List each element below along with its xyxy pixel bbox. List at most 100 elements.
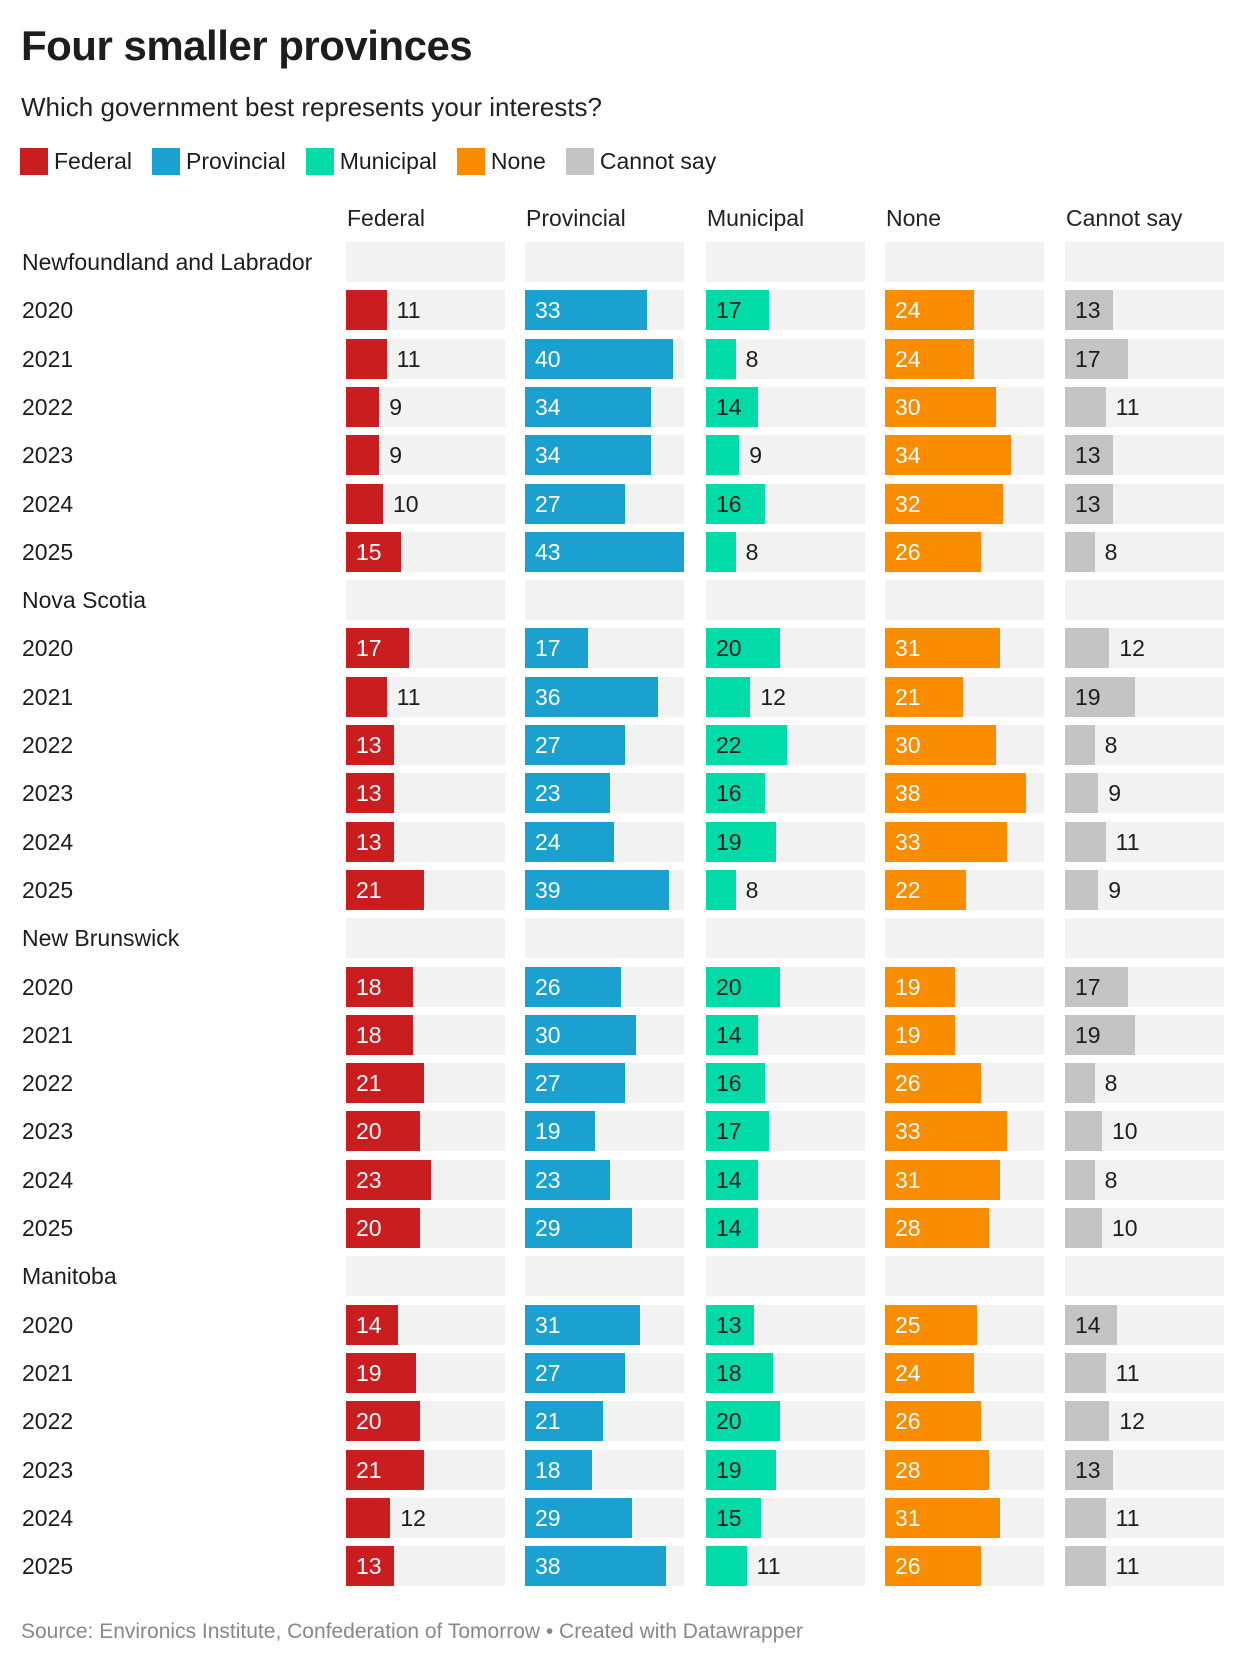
data-label: 9 [389, 442, 403, 469]
bar [885, 676, 963, 717]
bar-track: 27 [525, 1063, 684, 1104]
bar [706, 869, 736, 910]
data-label: 13 [356, 732, 382, 758]
bar [346, 773, 395, 814]
bar-track: 26 [885, 1401, 1044, 1442]
bar [346, 676, 387, 717]
data-label: 36 [535, 683, 561, 710]
data-label: 14 [716, 1166, 742, 1193]
bar-track: 10 [1065, 1208, 1224, 1248]
bar [346, 821, 395, 862]
bar-track: 20 [706, 966, 865, 1007]
bar-track: 11 [346, 676, 505, 717]
bar [346, 435, 380, 476]
bar-track: 19 [1065, 676, 1224, 717]
bar-track: 12 [706, 676, 865, 717]
bar [706, 725, 788, 765]
bar [706, 966, 780, 1007]
data-label: 16 [716, 780, 742, 807]
data-label: 28 [895, 1456, 921, 1483]
data-label: 8 [745, 345, 759, 372]
bar [706, 676, 751, 717]
bar [1065, 966, 1128, 1007]
bar-track: 8 [706, 531, 865, 572]
bar-track: 16 [706, 773, 865, 814]
bar [1065, 1497, 1106, 1538]
bar [1065, 1208, 1102, 1248]
bar [1065, 1063, 1095, 1104]
data-label: 24 [895, 297, 921, 324]
data-label: 9 [389, 393, 403, 420]
year-label: 2024 [22, 828, 74, 855]
bar-track: 21 [346, 1449, 505, 1490]
bar-track: 39 [525, 869, 684, 910]
bar [1065, 1401, 1110, 1442]
data-label: 11 [1115, 828, 1140, 855]
group-track [706, 580, 865, 621]
group-track [885, 580, 1044, 621]
group-track [346, 580, 505, 621]
bar [885, 435, 1011, 476]
data-label: 9 [749, 442, 763, 469]
data-label: 19 [1075, 683, 1101, 710]
bar [1065, 1352, 1106, 1393]
bar [346, 1304, 398, 1345]
bar-track: 26 [885, 1063, 1044, 1104]
bar-track: 23 [346, 1159, 505, 1200]
bar-track: 31 [525, 1304, 684, 1345]
column-header: Provincial [526, 205, 626, 231]
bar-track: 9 [706, 435, 865, 476]
bar [706, 1304, 755, 1345]
bar-track: 14 [706, 1014, 865, 1055]
bar-track: 43 [525, 531, 684, 572]
bar-track: 12 [1065, 1401, 1224, 1442]
data-label: 32 [895, 490, 921, 517]
legend-swatch [305, 148, 334, 175]
group-track [1065, 1256, 1224, 1297]
data-label: 27 [535, 1070, 561, 1097]
legend-swatch [151, 148, 180, 175]
data-label: 21 [356, 1070, 382, 1097]
data-label: 33 [895, 1118, 921, 1145]
bar-track: 38 [885, 773, 1044, 814]
source-note: Source: Environics Institute, Confederat… [21, 1620, 804, 1643]
data-label: 31 [895, 1166, 921, 1193]
bar [706, 1159, 758, 1200]
data-label: 24 [535, 828, 561, 855]
data-label: 31 [535, 1311, 561, 1338]
bar [525, 1449, 592, 1490]
bar [525, 628, 588, 669]
bar-track: 13 [346, 725, 505, 765]
bar-track: 8 [706, 869, 865, 910]
data-label: 19 [356, 1359, 382, 1386]
bar-track: 17 [706, 1111, 865, 1152]
bar [525, 531, 684, 572]
bar-track: 12 [1065, 628, 1224, 669]
bar [525, 290, 648, 331]
data-label: 40 [535, 345, 561, 372]
bar [525, 386, 651, 427]
bar-track: 18 [346, 1014, 505, 1055]
bar [346, 1208, 420, 1248]
bar [706, 435, 740, 476]
bar-track: 26 [885, 1546, 1044, 1587]
bar-track: 21 [346, 869, 505, 910]
year-label: 2023 [22, 780, 74, 807]
bar [885, 1449, 989, 1490]
bar [885, 1497, 1000, 1538]
data-label: 12 [400, 1504, 426, 1531]
bar-track: 19 [706, 821, 865, 862]
data-label: 17 [356, 635, 382, 662]
legend-swatch [565, 148, 594, 175]
bar [525, 773, 611, 814]
group-label: Newfoundland and Labrador [22, 249, 313, 275]
data-label: 8 [745, 876, 759, 903]
column-header: None [886, 205, 941, 231]
bar [346, 531, 402, 572]
year-label: 2025 [22, 1215, 74, 1241]
column-header: Municipal [707, 205, 805, 231]
bar [885, 338, 974, 379]
data-label: 23 [535, 1166, 561, 1193]
bar-track: 8 [1065, 725, 1224, 765]
bar [525, 1352, 625, 1393]
